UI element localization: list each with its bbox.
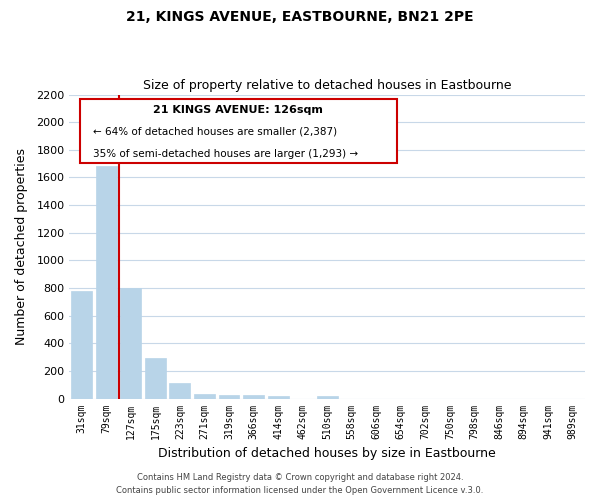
Text: 35% of semi-detached houses are larger (1,293) →: 35% of semi-detached houses are larger (… bbox=[92, 150, 358, 160]
Bar bbox=[243, 395, 264, 398]
FancyBboxPatch shape bbox=[80, 99, 397, 163]
Text: ← 64% of detached houses are smaller (2,387): ← 64% of detached houses are smaller (2,… bbox=[92, 126, 337, 136]
Bar bbox=[268, 396, 289, 398]
Title: Size of property relative to detached houses in Eastbourne: Size of property relative to detached ho… bbox=[143, 79, 511, 92]
Bar bbox=[317, 396, 338, 398]
X-axis label: Distribution of detached houses by size in Eastbourne: Distribution of detached houses by size … bbox=[158, 447, 496, 460]
Bar bbox=[218, 395, 239, 398]
Bar bbox=[121, 288, 141, 399]
Text: 21, KINGS AVENUE, EASTBOURNE, BN21 2PE: 21, KINGS AVENUE, EASTBOURNE, BN21 2PE bbox=[126, 10, 474, 24]
Bar bbox=[71, 291, 92, 399]
Text: 21 KINGS AVENUE: 126sqm: 21 KINGS AVENUE: 126sqm bbox=[154, 105, 323, 115]
Bar bbox=[145, 358, 166, 399]
Y-axis label: Number of detached properties: Number of detached properties bbox=[15, 148, 28, 345]
Bar bbox=[169, 384, 190, 398]
Bar bbox=[194, 394, 215, 398]
Bar bbox=[96, 166, 117, 398]
Text: Contains HM Land Registry data © Crown copyright and database right 2024.
Contai: Contains HM Land Registry data © Crown c… bbox=[116, 474, 484, 495]
